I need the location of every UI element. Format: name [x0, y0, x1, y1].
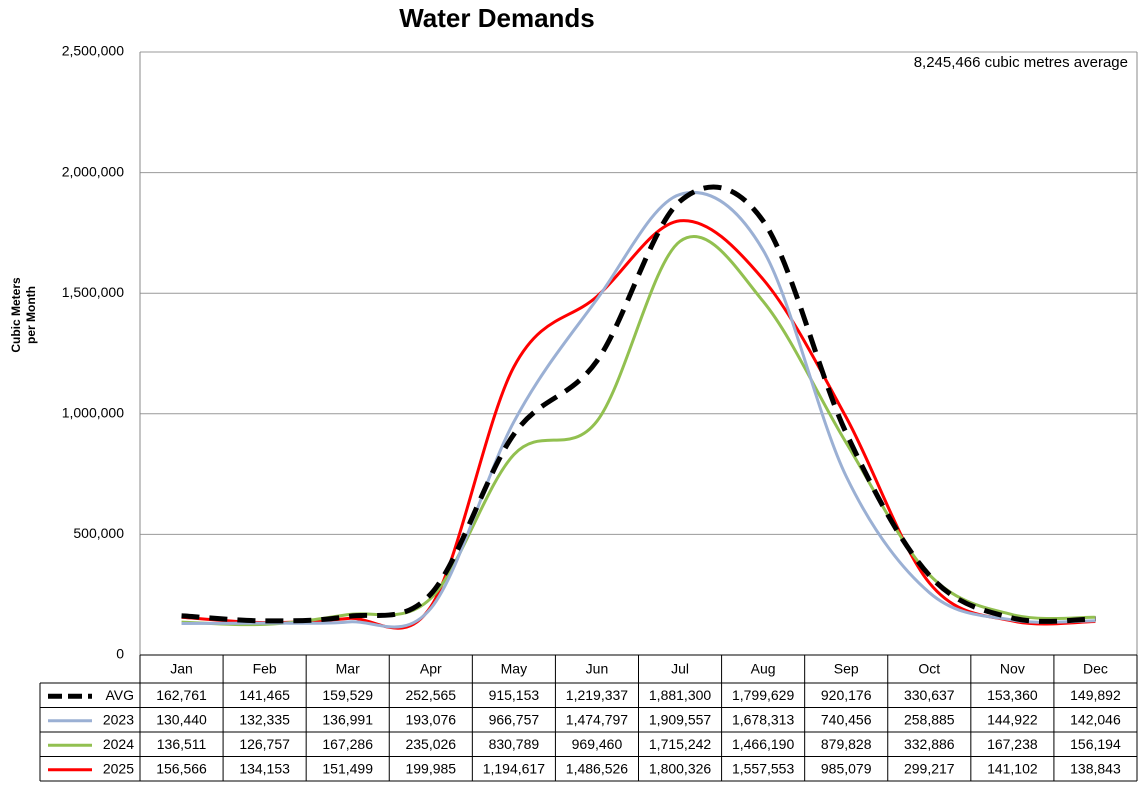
y-tick-label: 1,500,000 [62, 284, 124, 300]
y-tick-label: 500,000 [73, 525, 124, 541]
y-tick-label: 2,000,000 [62, 163, 124, 179]
x-tick-label: May [501, 661, 527, 677]
table-value: 141,465 [239, 687, 290, 703]
table-value: 252,565 [405, 687, 456, 703]
table-value: 235,026 [405, 736, 456, 752]
table-value: 156,566 [156, 760, 207, 776]
table-value: 740,456 [821, 711, 872, 727]
x-tick-label: Apr [420, 661, 442, 677]
x-tick-label: Jul [671, 661, 689, 677]
table-value: 167,286 [322, 736, 373, 752]
table-value: 151,499 [322, 760, 373, 776]
table-value: 144,922 [987, 711, 1038, 727]
table-value: 969,460 [572, 736, 623, 752]
table-value: 1,799,629 [732, 687, 794, 703]
legend-label: 2023 [103, 711, 134, 727]
table-value: 142,046 [1070, 711, 1121, 727]
x-tick-label: Mar [336, 661, 360, 677]
table-value: 1,881,300 [649, 687, 711, 703]
table-value: 138,843 [1070, 760, 1121, 776]
annotation: 8,245,466 cubic metres average [914, 54, 1128, 71]
table-value: 149,892 [1070, 687, 1121, 703]
table-value: 1,909,557 [649, 711, 711, 727]
x-tick-label: Jan [170, 661, 193, 677]
table-value: 1,219,337 [566, 687, 628, 703]
table-value: 193,076 [405, 711, 456, 727]
table-value: 879,828 [821, 736, 872, 752]
table-value: 299,217 [904, 760, 955, 776]
chart-title: Water Demands [399, 3, 595, 33]
table-value: 920,176 [821, 687, 872, 703]
table-value: 1,474,797 [566, 711, 628, 727]
table-value: 132,335 [239, 711, 290, 727]
legend-label: 2024 [103, 736, 134, 752]
y-tick-label: 1,000,000 [62, 405, 124, 421]
table-value: 1,194,617 [483, 760, 545, 776]
table-value: 136,511 [157, 736, 207, 752]
y-axis-label: Cubic Meters [9, 277, 23, 353]
table-value: 830,789 [489, 736, 540, 752]
series-line [181, 234, 1096, 627]
table-value: 130,440 [156, 711, 207, 727]
series-line [181, 184, 1096, 624]
x-tick-label: Jun [586, 661, 609, 677]
table-value: 1,557,553 [732, 760, 794, 776]
table-value: 199,985 [405, 760, 456, 776]
table-value: 1,678,313 [732, 711, 794, 727]
table-value: 915,153 [489, 687, 540, 703]
table-value: 136,991 [322, 711, 373, 727]
x-tick-label: Feb [253, 661, 277, 677]
x-tick-label: Oct [918, 661, 940, 677]
legend-label: 2025 [103, 760, 134, 776]
y-tick-label: 2,500,000 [62, 43, 124, 59]
table-value: 156,194 [1070, 736, 1121, 752]
table-value: 159,529 [322, 687, 373, 703]
table-value: 966,757 [489, 711, 540, 727]
table-value: 1,466,190 [732, 736, 794, 752]
table-value: 153,360 [987, 687, 1038, 703]
table-value: 126,757 [239, 736, 290, 752]
table-value: 134,153 [239, 760, 290, 776]
series-line [181, 190, 1096, 629]
table-value: 332,886 [904, 736, 955, 752]
table-value: 1,486,526 [566, 760, 628, 776]
series-line [181, 219, 1096, 630]
x-tick-label: Dec [1083, 661, 1108, 677]
table-value: 330,637 [904, 687, 955, 703]
table-value: 162,761 [156, 687, 207, 703]
table-value: 985,079 [821, 760, 872, 776]
table-value: 1,800,326 [649, 760, 711, 776]
x-tick-label: Aug [751, 661, 776, 677]
table-value: 141,102 [987, 760, 1038, 776]
table-value: 167,238 [987, 736, 1038, 752]
legend-label: AVG [105, 687, 134, 703]
x-tick-label: Sep [834, 661, 859, 677]
x-tick-label: Nov [1000, 661, 1025, 677]
y-axis-label: per Month [24, 286, 38, 344]
table-value: 1,715,242 [649, 736, 711, 752]
table-value: 258,885 [904, 711, 955, 727]
y-tick-label: 0 [116, 646, 124, 662]
